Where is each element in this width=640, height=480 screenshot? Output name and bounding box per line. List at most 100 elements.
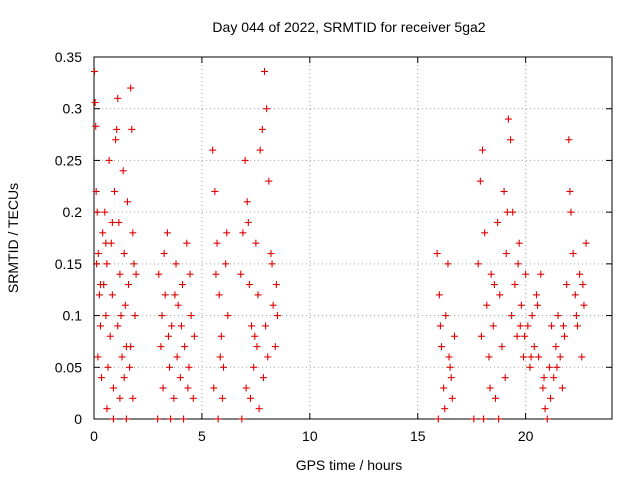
data-point bbox=[448, 394, 456, 402]
data-point bbox=[223, 229, 231, 237]
data-point bbox=[186, 270, 194, 278]
data-point bbox=[185, 363, 193, 371]
data-point bbox=[130, 260, 138, 268]
data-point bbox=[501, 374, 509, 382]
data-point bbox=[105, 156, 113, 164]
data-point bbox=[265, 177, 273, 185]
data-point bbox=[128, 125, 136, 133]
data-point bbox=[552, 343, 560, 351]
data-point bbox=[477, 332, 485, 340]
data-point bbox=[93, 260, 101, 268]
data-point bbox=[246, 394, 254, 402]
data-point bbox=[504, 115, 512, 123]
data-point bbox=[524, 322, 532, 330]
data-point bbox=[491, 394, 499, 402]
data-point bbox=[502, 250, 510, 258]
x-tick-label: 10 bbox=[302, 428, 318, 444]
data-point bbox=[490, 281, 498, 289]
y-axis-label: SRMTID / TECUs bbox=[5, 183, 21, 293]
data-point bbox=[494, 218, 502, 226]
data-point bbox=[539, 384, 547, 392]
data-point bbox=[129, 394, 137, 402]
data-point bbox=[253, 343, 261, 351]
data-point bbox=[514, 260, 522, 268]
data-point bbox=[450, 332, 458, 340]
data-point bbox=[239, 229, 247, 237]
data-point bbox=[92, 187, 100, 195]
y-tick-labels: 0 0.05 0.1 0.15 0.2 0.25 0.3 0.35 bbox=[55, 49, 82, 427]
data-point bbox=[216, 353, 224, 361]
data-point bbox=[250, 363, 258, 371]
data-point bbox=[90, 67, 98, 75]
data-point bbox=[116, 270, 124, 278]
data-point bbox=[534, 301, 542, 309]
x-tick-label: 20 bbox=[518, 428, 534, 444]
data-point bbox=[535, 353, 543, 361]
data-point bbox=[513, 332, 521, 340]
data-point bbox=[543, 415, 551, 423]
data-point bbox=[220, 363, 227, 371]
data-point bbox=[93, 208, 101, 216]
data-point bbox=[129, 229, 137, 237]
data-point bbox=[108, 291, 116, 299]
y-tick-label: 0.3 bbox=[63, 101, 83, 117]
data-point bbox=[470, 415, 478, 423]
data-point bbox=[476, 177, 484, 185]
data-point bbox=[167, 415, 175, 423]
data-point bbox=[106, 332, 114, 340]
data-point bbox=[96, 322, 104, 330]
x-tick-label: 0 bbox=[90, 428, 98, 444]
data-point bbox=[127, 343, 135, 351]
data-point bbox=[508, 312, 516, 320]
data-point bbox=[94, 353, 102, 361]
data-point bbox=[258, 125, 266, 133]
data-point bbox=[569, 250, 577, 258]
data-point bbox=[244, 218, 252, 226]
data-point bbox=[214, 415, 222, 423]
tick-layer bbox=[93, 56, 612, 420]
x-tick-label: 5 bbox=[198, 428, 206, 444]
data-point bbox=[187, 312, 195, 320]
data-point bbox=[158, 312, 166, 320]
data-point bbox=[112, 136, 120, 144]
data-point bbox=[123, 198, 131, 206]
data-point bbox=[556, 353, 564, 361]
data-point bbox=[520, 353, 528, 361]
data-point bbox=[224, 312, 232, 320]
data-point bbox=[104, 363, 112, 371]
data-point bbox=[121, 301, 129, 309]
data-point bbox=[120, 374, 128, 382]
data-point bbox=[271, 343, 279, 351]
data-point bbox=[94, 250, 102, 258]
data-point bbox=[522, 270, 530, 278]
data-point bbox=[161, 291, 169, 299]
data-point bbox=[173, 353, 181, 361]
data-point bbox=[171, 291, 179, 299]
data-point bbox=[447, 374, 455, 382]
data-point bbox=[264, 353, 272, 361]
data-point bbox=[108, 218, 116, 226]
data-point bbox=[550, 374, 558, 382]
data-point bbox=[255, 405, 263, 413]
data-point bbox=[563, 281, 571, 289]
data-point bbox=[540, 374, 548, 382]
data-point bbox=[481, 229, 489, 237]
y-tick-label: 0.2 bbox=[63, 204, 83, 220]
data-point bbox=[163, 229, 171, 237]
data-point bbox=[267, 250, 275, 258]
data-point bbox=[272, 281, 280, 289]
data-point bbox=[496, 291, 504, 299]
data-point bbox=[168, 322, 176, 330]
data-point bbox=[119, 167, 127, 175]
data-point bbox=[553, 363, 561, 371]
data-point bbox=[537, 270, 545, 278]
data-point bbox=[154, 415, 162, 423]
x-tick-label: 15 bbox=[410, 428, 426, 444]
data-point bbox=[215, 291, 223, 299]
data-point bbox=[433, 250, 441, 258]
data-point bbox=[573, 322, 581, 330]
data-point bbox=[109, 384, 117, 392]
data-point bbox=[526, 363, 534, 371]
data-point bbox=[485, 353, 493, 361]
